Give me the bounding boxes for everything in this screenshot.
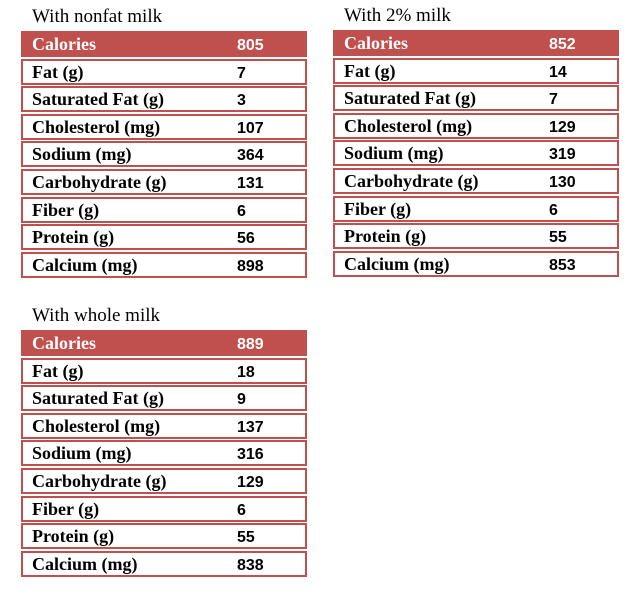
row-value: 6 [549, 201, 558, 219]
table-row: Calcium (mg) 898 [21, 251, 307, 278]
row-label: Calcium (mg) [344, 253, 450, 274]
row-value: 129 [237, 474, 264, 491]
table-row: Fiber (g) 6 [21, 196, 307, 223]
row-label: Calcium (mg) [32, 254, 138, 275]
table-row: Carbohydrate (g) 130 [333, 168, 619, 194]
row-label: Sodium (mg) [32, 144, 132, 165]
row-value: 107 [237, 119, 264, 137]
table-row: Saturated Fat (g) 3 [21, 86, 307, 113]
row-label: Carbohydrate (g) [32, 172, 167, 192]
row-label: Calories [32, 333, 96, 353]
row-value: 852 [549, 36, 576, 53]
row-value: 853 [549, 256, 576, 274]
table-row: Saturated Fat (g) 7 [333, 85, 619, 112]
row-value: 6 [237, 202, 246, 220]
table-row: Fiber (g) 6 [333, 195, 619, 222]
row-value: 55 [549, 229, 567, 247]
row-value: 316 [237, 446, 264, 464]
row-value: 889 [237, 336, 264, 353]
row-label: Protein (g) [344, 226, 427, 247]
row-value: 14 [549, 63, 567, 81]
row-value: 364 [237, 147, 264, 165]
row-value: 56 [237, 230, 255, 248]
row-label: Calories [344, 33, 408, 53]
row-label: Sodium (mg) [32, 443, 132, 464]
table-row: Sodium (mg) 316 [21, 440, 307, 467]
row-value: 131 [237, 175, 264, 192]
table-title: With whole milk [32, 305, 160, 326]
row-label: Saturated Fat (g) [344, 88, 476, 109]
row-label: Protein (g) [32, 526, 115, 547]
table-row: Calcium (mg) 838 [21, 550, 307, 577]
row-label: Sodium (mg) [344, 143, 444, 164]
row-value: 838 [237, 556, 264, 574]
row-label: Saturated Fat (g) [32, 388, 164, 409]
row-label: Cholesterol (mg) [344, 115, 473, 136]
row-label: Fiber (g) [32, 199, 100, 220]
table-row: Fat (g) 14 [333, 57, 619, 84]
row-label: Cholesterol (mg) [32, 415, 161, 436]
row-value: 129 [549, 118, 576, 136]
row-label: Fat (g) [32, 61, 84, 82]
table-row: Protein (g) 55 [333, 223, 619, 250]
row-label: Calories [32, 34, 96, 54]
row-label: Fiber (g) [344, 198, 412, 219]
table-row: Calcium (mg) 853 [333, 250, 619, 277]
table-row: Saturated Fat (g) 9 [21, 385, 307, 412]
row-label: Carbohydrate (g) [32, 471, 167, 491]
row-label: Fiber (g) [32, 498, 100, 519]
table-row: Cholesterol (mg) 129 [333, 112, 619, 139]
header-row: Calories 852 [333, 30, 619, 56]
row-value: 130 [549, 174, 576, 191]
table-row: Carbohydrate (g) 129 [21, 468, 307, 494]
row-value: 7 [237, 64, 246, 82]
table-row: Fiber (g) 6 [21, 495, 307, 522]
row-label: Fat (g) [32, 360, 84, 381]
table-row: Carbohydrate (g) 131 [21, 169, 307, 195]
row-label: Calcium (mg) [32, 553, 138, 574]
row-label: Protein (g) [32, 227, 115, 248]
row-label: Saturated Fat (g) [32, 89, 164, 110]
table-row: Cholesterol (mg) 137 [21, 412, 307, 439]
row-value: 18 [237, 363, 255, 381]
table-row: Fat (g) 7 [21, 58, 307, 85]
row-value: 319 [549, 146, 576, 164]
table-row: Protein (g) 55 [21, 523, 307, 550]
row-value: 7 [549, 91, 558, 109]
row-value: 6 [237, 501, 246, 519]
row-label: Fat (g) [344, 60, 396, 81]
row-value: 9 [237, 391, 246, 409]
table-row: Sodium (mg) 364 [21, 141, 307, 168]
table-title: With 2% milk [344, 5, 451, 26]
row-label: Carbohydrate (g) [344, 171, 479, 191]
row-value: 898 [237, 257, 264, 275]
table-title: With nonfat milk [32, 6, 163, 27]
table-row: Fat (g) 18 [21, 357, 307, 384]
row-label: Cholesterol (mg) [32, 116, 161, 137]
row-value: 137 [237, 418, 264, 436]
row-value: 805 [237, 37, 264, 54]
row-value: 3 [237, 92, 246, 110]
row-value: 55 [237, 529, 255, 547]
table-row: Cholesterol (mg) 107 [21, 113, 307, 140]
table-row: Sodium (mg) 319 [333, 140, 619, 167]
header-row: Calories 889 [21, 330, 307, 356]
header-row: Calories 805 [21, 31, 307, 57]
table-row: Protein (g) 56 [21, 224, 307, 251]
